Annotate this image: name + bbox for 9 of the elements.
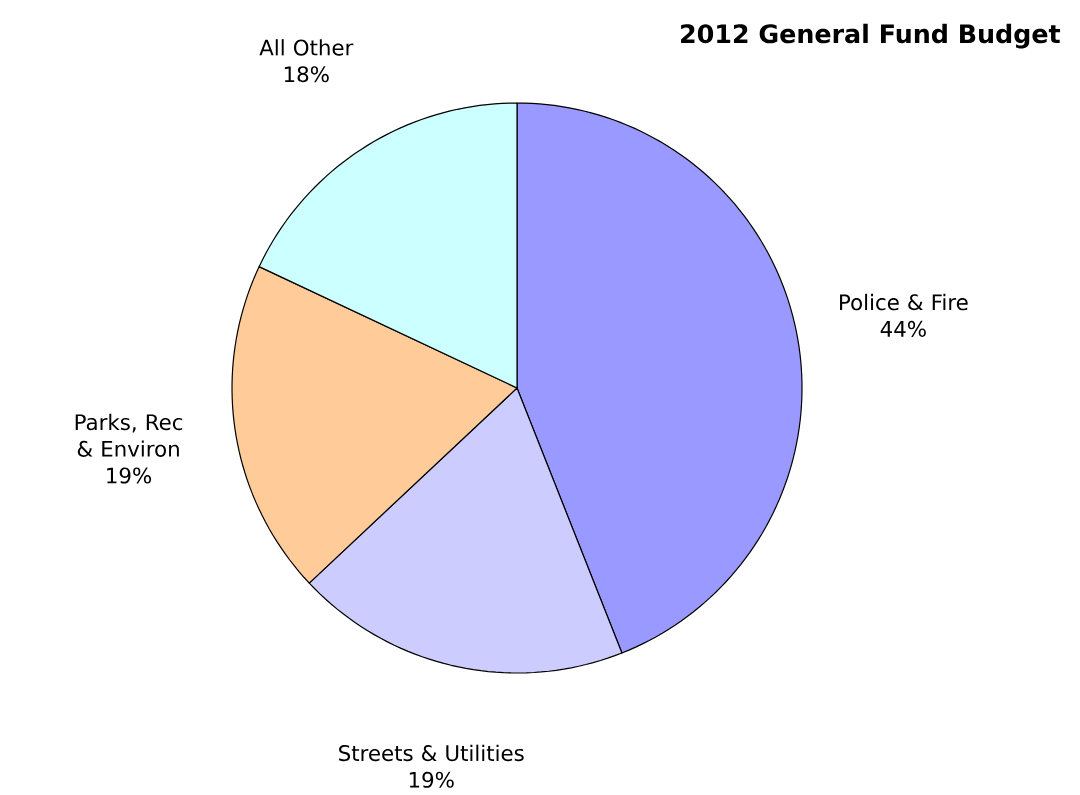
slice-label: All Other — [259, 39, 354, 56]
slice-label: Parks, Rec & Environ — [75, 413, 183, 457]
slice-label: Police & Fire — [840, 293, 968, 311]
data-label: 44% — [880, 320, 926, 337]
data-label: 18% — [284, 66, 329, 83]
data-label: 19% — [107, 467, 152, 484]
chart-title: 2012 General Fund Budget — [681, 23, 1061, 49]
slice-label: Streets & Utilities — [339, 744, 524, 762]
data-label: 19% — [409, 771, 454, 788]
